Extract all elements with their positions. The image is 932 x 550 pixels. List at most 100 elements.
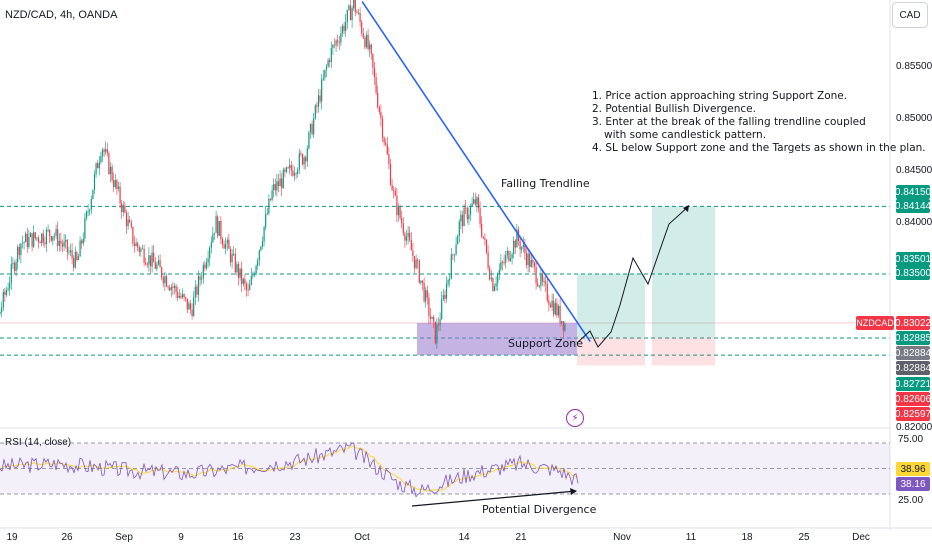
candle-body: [169, 287, 171, 291]
candle-body: [247, 289, 249, 291]
candle-body: [52, 236, 54, 241]
candle-body: [31, 233, 33, 247]
candle-body: [303, 157, 305, 165]
candle-body: [533, 262, 536, 267]
candle-body: [154, 262, 156, 269]
candle-body: [306, 148, 308, 162]
candle-body: [114, 180, 116, 188]
currency-button[interactable]: CAD: [892, 2, 928, 28]
note-4: 4. SL below Support zone and the Targets…: [592, 142, 926, 154]
candle-body: [295, 173, 297, 174]
candle-body: [164, 276, 166, 284]
candle-body: [305, 157, 307, 162]
candle-body: [450, 254, 452, 279]
candle-body: [481, 223, 483, 237]
rsi-ma-tag: 38.96: [896, 462, 930, 476]
candle-body: [124, 205, 126, 213]
candle-body: [113, 180, 115, 188]
candle-body: [492, 278, 494, 291]
candle-body: [497, 274, 499, 284]
candle-body: [87, 211, 89, 213]
candle-body: [505, 255, 507, 263]
candle-body: [433, 317, 435, 322]
candle-body: [404, 233, 406, 241]
candle-body: [511, 254, 513, 259]
candle-body: [172, 286, 174, 288]
candle-body: [74, 252, 76, 268]
candle-body: [543, 281, 545, 283]
candle-body: [293, 173, 296, 176]
candle-body: [380, 112, 382, 119]
candle-body: [255, 265, 257, 275]
candle-body: [140, 248, 142, 252]
candle-body: [58, 240, 60, 246]
candle-body: [194, 286, 196, 298]
candle-body: [428, 297, 430, 316]
x-tick: Dec: [852, 532, 870, 543]
price-tick: 0.85000: [896, 113, 932, 124]
candle-body: [514, 240, 516, 248]
candle-body: [39, 241, 41, 244]
price-tick: 0.84500: [896, 165, 932, 176]
candle-body: [562, 321, 564, 331]
candle-body: [199, 276, 201, 280]
candle-body: [524, 244, 526, 254]
candle-body: [18, 246, 20, 255]
x-tick: 19: [6, 532, 18, 543]
candle-body: [282, 169, 284, 189]
symbol-tag: NZDCAD: [856, 316, 894, 330]
candle-body: [45, 229, 48, 245]
candle-body: [420, 280, 422, 283]
price-tag: 0.82606: [894, 392, 932, 406]
candle-body: [415, 259, 417, 269]
candle-body: [321, 79, 323, 102]
candle-body: [332, 44, 334, 49]
candle-body: [229, 248, 232, 263]
candle-body: [95, 163, 97, 175]
candle-body: [447, 279, 449, 284]
x-tick: 25: [798, 532, 810, 543]
candle-body: [385, 142, 387, 145]
candle-body: [457, 235, 459, 245]
candle-body: [548, 300, 550, 305]
candle-body: [177, 291, 179, 298]
candle-body: [37, 237, 40, 242]
candle-body: [436, 324, 438, 344]
candle-body: [271, 190, 273, 200]
candle-body: [60, 240, 62, 244]
candle-body: [73, 258, 75, 268]
candle-body: [292, 170, 294, 176]
note-3: 3. Enter at the break of the falling tre…: [592, 116, 866, 128]
candle-body: [439, 319, 441, 325]
candle-body: [10, 264, 12, 283]
candle-body: [284, 169, 286, 172]
candle-body: [135, 242, 137, 247]
candle-body: [549, 304, 552, 308]
candle-body: [263, 226, 265, 242]
candle-body: [529, 253, 531, 267]
candle-body: [401, 217, 403, 224]
candle-body: [477, 197, 480, 209]
lightning-icon[interactable]: ⚡: [566, 409, 584, 427]
rsi-line: [0, 442, 579, 498]
candle-body: [455, 244, 457, 255]
rsi-level-75: 75.00: [898, 434, 924, 445]
candle-body: [372, 53, 374, 68]
candle-body: [377, 92, 379, 108]
candle-body: [55, 229, 57, 236]
candle-body: [290, 165, 292, 171]
candle-body: [76, 252, 78, 260]
candle-body: [474, 199, 476, 205]
candle-body: [487, 252, 489, 269]
candle-body: [277, 181, 280, 187]
candle-body: [66, 239, 68, 253]
candle-body: [49, 229, 51, 236]
rsi-title: RSI (14, close): [5, 437, 72, 448]
candle-body: [559, 305, 561, 323]
candle-body: [21, 242, 24, 244]
candle-body: [207, 258, 209, 263]
candle-body: [434, 321, 436, 344]
candle-body: [541, 274, 544, 282]
candle-body: [473, 199, 475, 204]
